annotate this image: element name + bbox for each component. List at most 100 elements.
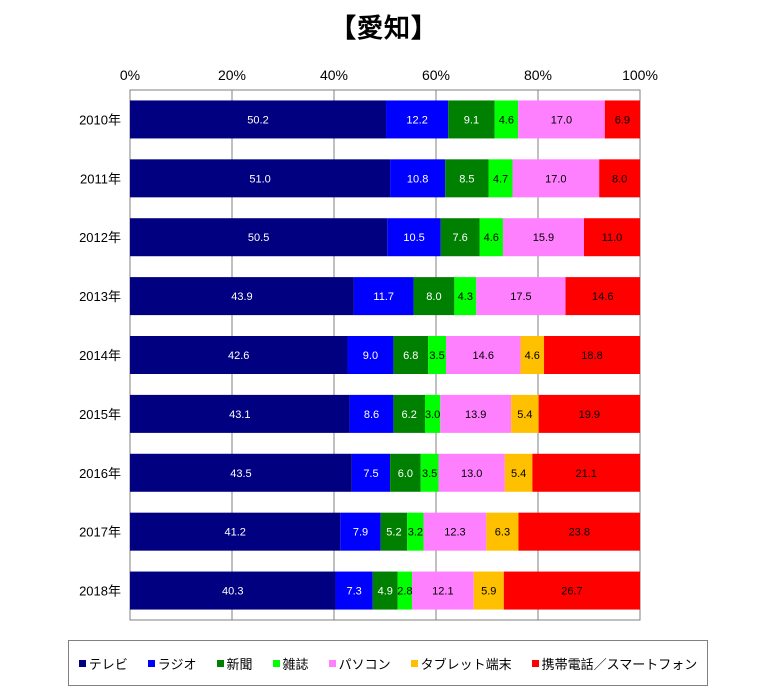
data-label: 4.7	[493, 173, 508, 185]
data-label: 11.0	[602, 232, 623, 244]
data-label: 10.8	[407, 173, 428, 185]
bar-segment	[372, 571, 398, 610]
data-label: 50.2	[247, 114, 268, 126]
bar-segment	[387, 218, 441, 257]
data-label: 6.0	[398, 468, 413, 480]
bar-segment	[502, 218, 584, 257]
legend-swatch	[216, 659, 224, 667]
bar-segment	[130, 159, 391, 198]
data-label: 51.0	[249, 173, 270, 185]
data-label: 6.8	[403, 350, 418, 362]
legend-label: タブレット端末	[420, 657, 512, 673]
bar-segment	[448, 100, 495, 139]
x-tick-label: 100%	[622, 67, 658, 83]
legend-label: 新聞	[226, 657, 253, 673]
legend-label: 雑誌	[282, 657, 309, 673]
data-label: 3.5	[429, 350, 444, 362]
legend-item: ラジオ	[147, 654, 197, 673]
data-label: 19.9	[579, 409, 600, 421]
bar-segment	[335, 571, 373, 610]
legend-swatch	[328, 659, 336, 667]
bar-segment	[488, 159, 513, 198]
data-label: 43.5	[230, 468, 251, 480]
bar-segment	[130, 336, 348, 374]
bar-segment	[511, 394, 539, 433]
bar-segment	[604, 100, 640, 139]
data-label: 8.0	[426, 291, 441, 303]
bar-segment	[503, 571, 640, 610]
bar-segment	[393, 394, 425, 433]
bar-segment	[130, 394, 350, 433]
data-label: 17.5	[510, 291, 531, 303]
bar-segment	[438, 453, 505, 492]
bar-segment	[440, 218, 480, 257]
data-label: 6.2	[402, 409, 417, 421]
data-label: 5.2	[386, 527, 401, 539]
bar-segment	[428, 336, 447, 374]
bar-segment	[583, 218, 640, 257]
data-label: 21.1	[575, 468, 596, 480]
legend-label: 携帯電話／スマートフォン	[541, 657, 698, 673]
bar-segment	[407, 512, 424, 551]
data-label: 43.9	[231, 291, 252, 303]
bar-segment	[390, 453, 421, 492]
bar-segment	[423, 512, 487, 551]
legend-label: テレビ	[88, 657, 128, 673]
data-label: 17.0	[545, 173, 566, 185]
data-label: 40.3	[222, 586, 243, 598]
x-tick-label: 60%	[422, 67, 450, 83]
bar-segment	[494, 100, 519, 139]
data-label: 13.0	[461, 468, 482, 480]
data-label: 5.4	[517, 409, 532, 421]
legend-swatch	[531, 659, 539, 667]
bar-segment	[440, 394, 512, 433]
data-label: 4.6	[525, 350, 540, 362]
legend-swatch	[78, 659, 86, 667]
legend-item: テレビ	[78, 654, 128, 673]
data-label: 43.1	[229, 409, 250, 421]
data-label: 13.9	[465, 409, 486, 421]
category-label: 2015年	[79, 407, 121, 422]
data-label: 6.9	[615, 114, 630, 126]
bar-segment	[347, 336, 394, 374]
category-label: 2010年	[79, 112, 121, 127]
bar-segment	[420, 453, 439, 492]
category-label: 2012年	[79, 230, 121, 245]
bar-segment	[397, 571, 413, 610]
bar-segment	[479, 218, 503, 257]
data-label: 18.8	[581, 350, 602, 362]
legend-item: 雑誌	[272, 654, 309, 673]
x-tick-label: 0%	[120, 67, 140, 83]
bar-segment	[386, 100, 449, 139]
data-label: 4.6	[484, 232, 499, 244]
data-label: 8.0	[612, 173, 627, 185]
bar-segment	[130, 571, 336, 610]
bar-segment	[380, 512, 408, 551]
chart-legend: テレビ ラジオ 新聞 雑誌 パソコン タブレット端末 携帯電話／スマートフォン	[68, 640, 708, 686]
data-label: 14.6	[473, 350, 494, 362]
data-label: 15.9	[533, 232, 554, 244]
category-label: 2018年	[79, 584, 121, 599]
data-label: 12.1	[432, 586, 453, 598]
bar-segment	[532, 453, 640, 492]
data-label: 17.0	[551, 114, 572, 126]
data-label: 7.9	[353, 527, 368, 539]
category-label: 2011年	[80, 171, 121, 186]
bar-segment	[454, 277, 477, 316]
bar-segment	[518, 100, 605, 139]
legend-swatch	[147, 659, 155, 667]
bar-segment	[599, 159, 640, 198]
legend-item: パソコン	[328, 654, 391, 673]
data-label: 6.3	[495, 527, 510, 539]
legend-swatch	[410, 659, 418, 667]
data-label: 5.9	[481, 586, 496, 598]
data-label: 12.2	[406, 114, 427, 126]
data-label: 7.5	[363, 468, 378, 480]
legend-label: ラジオ	[157, 657, 197, 673]
bar-segment	[130, 277, 354, 316]
legend-item: 新聞	[216, 654, 253, 673]
bar-segment	[390, 159, 446, 198]
category-label: 2017年	[79, 525, 121, 540]
bar-segment	[446, 336, 521, 374]
bar-segment	[512, 159, 600, 198]
